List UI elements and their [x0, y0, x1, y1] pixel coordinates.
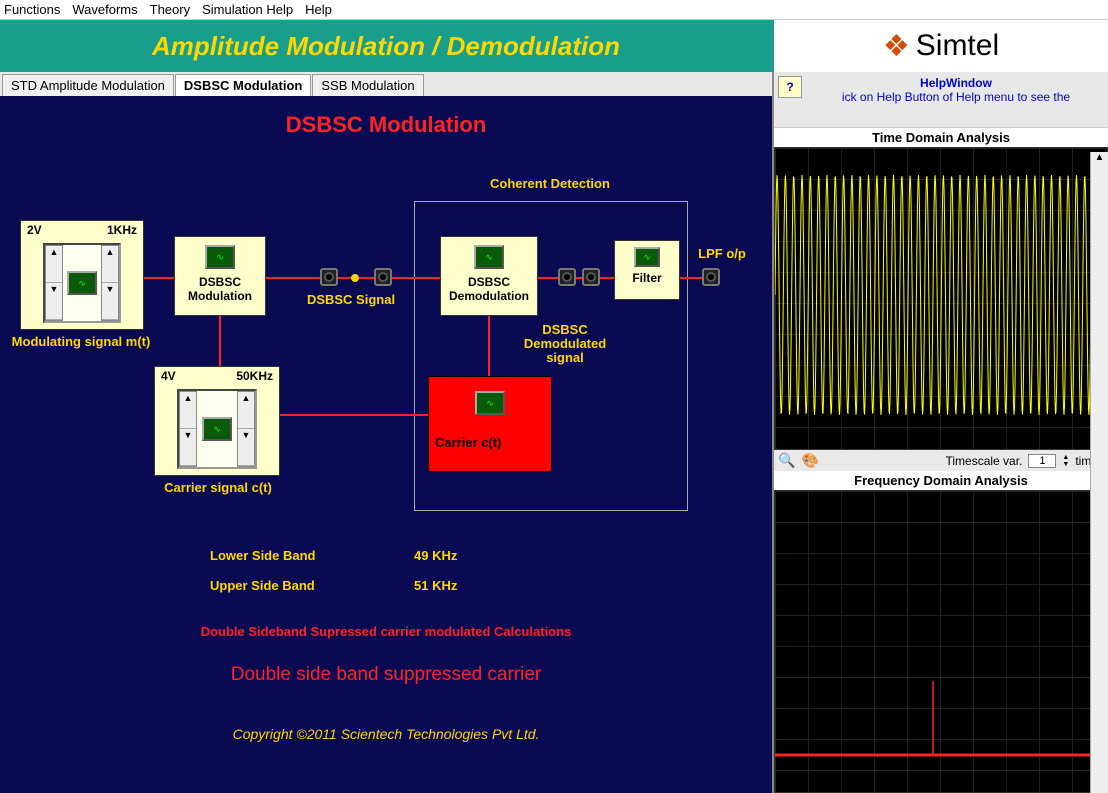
modulating-v-stepper[interactable]: ▲▼ [45, 245, 63, 321]
carrier-block[interactable]: 4V 50KHz ▲▼ ∿ ▲▼ [154, 366, 280, 476]
calc-label: Double Sideband Supressed carrier modula… [0, 624, 772, 639]
flame-icon: ❖ [883, 29, 910, 64]
carrier-scope-icon: ∿ [202, 417, 232, 441]
modulating-freq: 1KHz [107, 223, 137, 237]
modulating-block[interactable]: 2V 1KHz ▲▼ ∿ ▲▼ [20, 220, 144, 330]
modulating-scope-icon: ∿ [67, 271, 97, 295]
dsbsc-demod-block[interactable]: ∿ DSBSC Demodulation [440, 236, 538, 316]
freq-waveform [775, 491, 1107, 792]
menu-help[interactable]: Help [305, 2, 332, 17]
brand-text: Simtel [916, 29, 999, 63]
filter-block[interactable]: ∿ Filter [614, 240, 680, 300]
carrier-ct-block[interactable]: ∿ Carrier c(t) [428, 376, 552, 472]
right-scrollbar[interactable]: ▲ [1090, 152, 1108, 793]
tab-ssb[interactable]: SSB Modulation [312, 74, 423, 96]
dsbsc-signal-label: DSBSC Signal [296, 292, 406, 307]
dsbsc-mod-label1: DSBSC [175, 275, 265, 289]
copyright: Copyright ©2011 Scientech Technologies P… [0, 726, 772, 742]
menu-functions[interactable]: Functions [4, 2, 60, 17]
menu-waveforms[interactable]: Waveforms [72, 2, 137, 17]
time-waveform [775, 148, 1107, 449]
filter-scope-icon: ∿ [634, 247, 660, 267]
carrier-freq: 50KHz [236, 369, 273, 383]
right-panel: ? HelpWindow ick on Help Button of Help … [772, 72, 1108, 793]
time-scope[interactable] [774, 147, 1108, 450]
connector-1[interactable] [320, 268, 338, 286]
carrier-ct-label: Carrier c(t) [429, 435, 551, 450]
timescale-label: Timescale var. [945, 454, 1022, 468]
carrier-voltage: 4V [161, 369, 176, 383]
help-icon[interactable]: ? [778, 76, 802, 98]
freq-scope[interactable] [774, 490, 1108, 793]
menu-theory[interactable]: Theory [150, 2, 190, 17]
tab-dsbsc[interactable]: DSBSC Modulation [175, 74, 311, 96]
palette-icon[interactable]: 🎨 [801, 452, 818, 469]
dsbsc-demod-label2: Demodulation [441, 289, 537, 303]
help-title: HelpWindow [808, 76, 1104, 90]
dsbsc-mod-scope-icon: ∿ [205, 245, 235, 269]
dsbsc-mod-label2: Modulation [175, 289, 265, 303]
app-title: Amplitude Modulation / Demodulation [152, 31, 620, 62]
connector-lpf[interactable] [702, 268, 720, 286]
wire-demod-v [488, 314, 490, 376]
timescale-up[interactable]: ▲ [1062, 454, 1069, 461]
carrier-v-stepper[interactable]: ▲▼ [179, 391, 197, 467]
menu-simulation-help[interactable]: Simulation Help [202, 2, 293, 17]
demod-sig-label3: signal [520, 350, 610, 365]
dsbsc-demod-scope-icon: ∿ [474, 245, 504, 269]
usb-label: Upper Side Band [210, 578, 315, 593]
lsb-label: Lower Side Band [210, 548, 315, 563]
demod-sig-label1: DSBSC [520, 322, 610, 337]
usb-value: 51 KHz [414, 578, 457, 593]
demod-sig-label2: Demodulated [520, 336, 610, 351]
dsbsc-mod-block[interactable]: ∿ DSBSC Modulation [174, 236, 266, 316]
carrier-caption: Carrier signal c(t) [148, 480, 288, 495]
filter-label: Filter [615, 271, 679, 285]
timescale-down[interactable]: ▼ [1062, 461, 1069, 468]
logo: ❖ Simtel [772, 20, 1108, 72]
diagram-canvas: DSBSC Modulation Coherent Detection 2V 1… [0, 96, 772, 793]
subtitle: Double side band suppressed carrier [0, 664, 772, 686]
modulating-caption: Modulating signal m(t) [6, 334, 156, 349]
freq-title: Frequency Domain Analysis [774, 471, 1108, 490]
tab-strip: STD Amplitude Modulation DSBSC Modulatio… [0, 72, 772, 96]
connector-2[interactable] [374, 268, 392, 286]
zoom-icon[interactable]: 🔍 [778, 452, 795, 469]
modulating-voltage: 2V [27, 223, 42, 237]
timescale-input[interactable] [1028, 454, 1056, 468]
carrier-f-stepper[interactable]: ▲▼ [237, 391, 255, 467]
lpf-label: LPF o/p [692, 246, 752, 261]
time-title: Time Domain Analysis [774, 128, 1108, 147]
lsb-value: 49 KHz [414, 548, 457, 563]
modulating-f-stepper[interactable]: ▲▼ [101, 245, 119, 321]
carrier-ct-scope-icon: ∿ [475, 391, 505, 415]
time-tools: 🔍 🎨 Timescale var. ▲ ▼ times [774, 450, 1108, 471]
tab-std-am[interactable]: STD Amplitude Modulation [2, 74, 174, 96]
help-box: ? HelpWindow ick on Help Button of Help … [774, 72, 1108, 128]
left-panel: STD Amplitude Modulation DSBSC Modulatio… [0, 72, 772, 793]
diagram-title: DSBSC Modulation [0, 112, 772, 138]
dsbsc-demod-label1: DSBSC [441, 275, 537, 289]
connector-4[interactable] [582, 268, 600, 286]
menubar: Functions Waveforms Theory Simulation He… [0, 0, 1108, 20]
help-text: ick on Help Button of Help menu to see t… [808, 90, 1104, 104]
connector-3[interactable] [558, 268, 576, 286]
app-title-bar: Amplitude Modulation / Demodulation [0, 20, 772, 72]
coherent-detection-label: Coherent Detection [490, 176, 610, 191]
signal-dot [351, 274, 359, 282]
